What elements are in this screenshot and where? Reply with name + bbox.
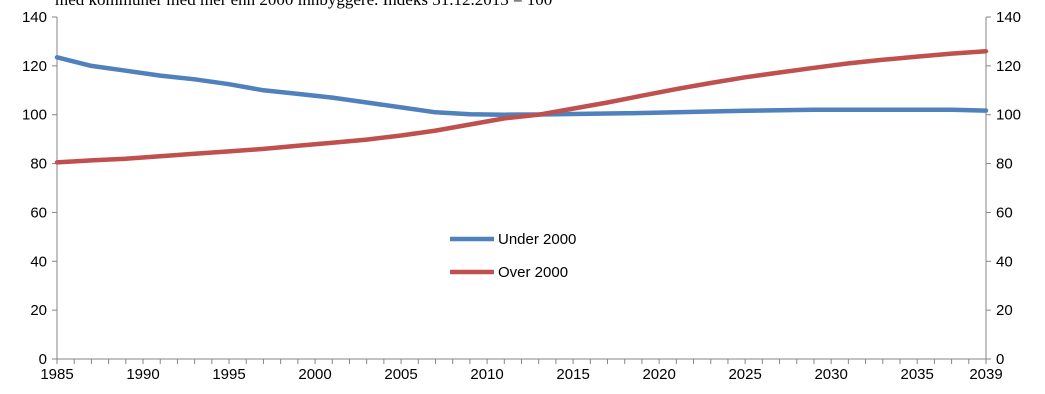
right-y-tick-label: 80 bbox=[996, 156, 1013, 173]
legend: Under 2000 Over 2000 bbox=[450, 231, 576, 281]
x-tick-label: 2005 bbox=[384, 366, 417, 383]
x-tick-label: 2035 bbox=[900, 366, 933, 383]
series-line bbox=[54, 48, 989, 165]
left-y-tick-label: 60 bbox=[30, 204, 47, 221]
right-y-tick-label: 0 bbox=[996, 351, 1004, 368]
chart-title: med kommuner med mer enn 2000 innbyggere… bbox=[55, 0, 552, 10]
left-y-tick-label: 120 bbox=[22, 58, 47, 75]
series-lines bbox=[54, 48, 989, 165]
legend-label: Over 2000 bbox=[498, 264, 568, 281]
right-y-tick-label: 100 bbox=[996, 107, 1021, 124]
left-y-tick-label: 40 bbox=[30, 253, 47, 270]
left-y-tick-label: 0 bbox=[39, 351, 47, 368]
x-tick-label: 2020 bbox=[642, 366, 675, 383]
x-tick-label: 2025 bbox=[728, 366, 761, 383]
right-y-tick-label: 40 bbox=[996, 253, 1013, 270]
x-tick-label: 1985 bbox=[40, 366, 73, 383]
left-y-tick-label: 80 bbox=[30, 156, 47, 173]
right-y-tick-label: 120 bbox=[996, 58, 1021, 75]
x-tick-label: 1990 bbox=[126, 366, 159, 383]
right-y-tick-label: 20 bbox=[996, 302, 1013, 319]
x-tick-label: 2015 bbox=[556, 366, 589, 383]
right-y-tick-label: 140 bbox=[996, 9, 1021, 26]
legend-label: Under 2000 bbox=[498, 231, 576, 248]
right-y-tick-label: 60 bbox=[996, 204, 1013, 221]
x-tick-label: 1995 bbox=[212, 366, 245, 383]
left-y-tick-label: 140 bbox=[22, 9, 47, 26]
x-tick-label: 2039 bbox=[969, 366, 1002, 383]
left-y-tick-label: 20 bbox=[30, 302, 47, 319]
x-tick-label: 2010 bbox=[470, 366, 503, 383]
x-tick-label: 2030 bbox=[814, 366, 847, 383]
x-tick-label: 2000 bbox=[298, 366, 331, 383]
left-y-tick-label: 100 bbox=[22, 107, 47, 124]
series-line bbox=[54, 55, 989, 117]
